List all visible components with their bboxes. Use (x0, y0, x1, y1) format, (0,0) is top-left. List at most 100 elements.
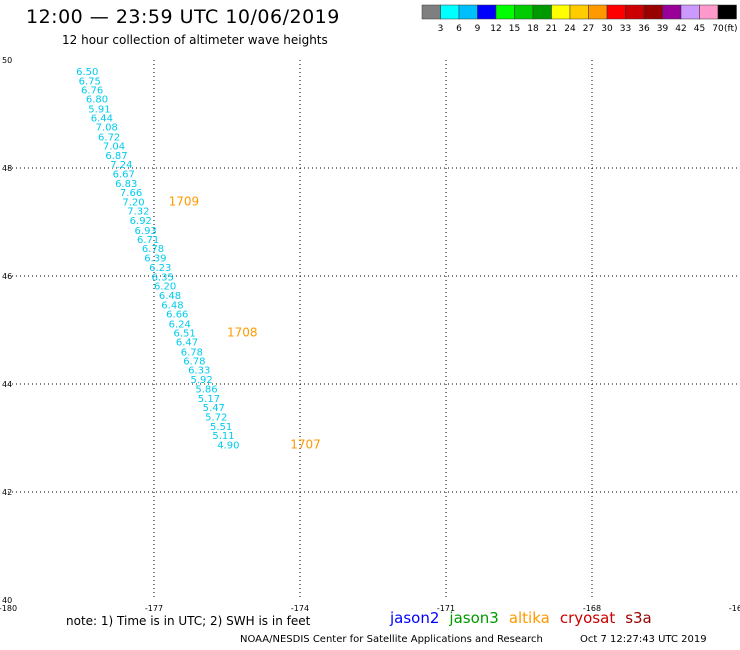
swh-value: 6.93 (135, 226, 157, 237)
swh-value: 5.17 (198, 394, 220, 405)
x-tick-label: -177 (145, 604, 163, 613)
y-tick-label: 42 (2, 488, 12, 497)
swh-value: 6.78 (181, 347, 203, 358)
swh-value: 6.72 (98, 132, 120, 143)
swh-value: 6.20 (154, 282, 176, 293)
swh-value: 6.80 (86, 95, 108, 106)
scale-swatch (588, 4, 608, 20)
scale-label: 27 (583, 24, 594, 34)
satellite-legend: jason2 jason3 altika cryosat s3a (390, 609, 662, 627)
scale-label: 45 (694, 24, 705, 34)
y-tick-label: 40 (2, 596, 12, 605)
swh-value: 6.51 (173, 328, 195, 339)
swh-value: 6.39 (144, 253, 166, 264)
y-tick-label: 48 (2, 164, 12, 173)
satellite-legend-item: jason2 (390, 609, 440, 627)
scale-label: 36 (638, 24, 650, 34)
swh-labels: 6.506.756.766.805.916.447.086.727.046.87… (76, 67, 239, 451)
swh-value: 7.24 (110, 160, 132, 171)
swh-value: 6.44 (91, 114, 113, 125)
scale-swatch (421, 4, 441, 20)
scale-swatch (440, 4, 460, 20)
scale-swatch (458, 4, 478, 20)
x-tick-label: -180 (0, 604, 17, 613)
scale-label: 70 (712, 24, 724, 34)
scale-swatch (606, 4, 626, 20)
swh-value: 6.76 (81, 85, 103, 96)
swh-value: 6.71 (137, 235, 159, 246)
scale-swatch (643, 4, 663, 20)
swh-value: 5.51 (210, 422, 232, 433)
swh-value: 6.47 (176, 338, 198, 349)
swh-value: 6.83 (115, 179, 137, 190)
scale-swatch (532, 4, 552, 20)
scale-label: 30 (601, 24, 613, 34)
swh-value: 6.75 (79, 76, 101, 87)
scale-label: 39 (657, 24, 669, 34)
scale-swatch (680, 4, 700, 20)
swh-value: 6.48 (161, 300, 183, 311)
pass-label: 1707 (290, 437, 321, 451)
scale-swatch (699, 4, 719, 20)
x-tick-label: -168 (583, 604, 601, 613)
satellite-legend-item: s3a (625, 609, 652, 627)
scale-swatch (551, 4, 571, 20)
swh-value: 5.91 (88, 104, 110, 115)
swh-value: 6.50 (76, 67, 98, 78)
pass-label: 1708 (227, 325, 258, 339)
swh-value: 6.92 (130, 216, 152, 227)
y-tick-label: 44 (2, 380, 12, 389)
scale-label: 33 (620, 24, 631, 34)
scale-label: 9 (475, 24, 481, 34)
x-tick-label: -165 (729, 604, 740, 613)
swh-value: 6.78 (142, 244, 164, 255)
scale-swatch (717, 4, 737, 20)
scale-label: 3 (438, 24, 444, 34)
swh-value: 5.86 (195, 385, 217, 396)
satellite-legend-item: cryosat (559, 609, 616, 627)
scale-swatch (569, 4, 589, 20)
timestamp: Oct 7 12:27:43 UTC 2019 (580, 634, 707, 645)
swh-value: 6.66 (166, 310, 188, 321)
page-title: 12:00 — 23:59 UTC 10/06/2019 (26, 6, 340, 28)
swh-value: 5.92 (191, 375, 213, 386)
subtitle: 12 hour collection of altimeter wave hei… (62, 33, 328, 47)
pass-labels: 1709 1708 1707 (169, 194, 321, 451)
swh-value: 7.32 (127, 206, 149, 217)
swh-value: 6.67 (113, 170, 135, 181)
scale-swatch (477, 4, 497, 20)
satellite-legend-item: jason3 (449, 609, 499, 627)
x-tick-label: -171 (437, 604, 455, 613)
swh-value: 5.72 (205, 413, 227, 424)
credit-text: NOAA/NESDIS Center for Satellite Applica… (240, 634, 543, 645)
y-tick-label: 50 (2, 56, 12, 65)
satellite-legend-item: altika (508, 609, 550, 627)
swh-value: 6.33 (188, 366, 210, 377)
swh-value: 7.20 (122, 197, 144, 208)
color-scale-legend: 3 6 9 12 15 18 21 24 27 30 33 36 39 42 45 70 (ft) (421, 4, 738, 34)
y-tick-label: 46 (2, 272, 12, 281)
scale-swatch (625, 4, 645, 20)
swh-value: 6.48 (159, 291, 181, 302)
scale-unit: (ft) (724, 24, 738, 34)
swh-value: 6.24 (169, 319, 191, 330)
swh-value: 4.90 (217, 440, 239, 451)
scale-label: 15 (509, 24, 520, 34)
pass-label: 1709 (169, 194, 200, 208)
scale-label: 42 (675, 24, 686, 34)
scale-swatch (495, 4, 515, 20)
scale-swatch (514, 4, 534, 20)
swh-value: 5.47 (203, 403, 225, 414)
scale-label: 24 (564, 24, 576, 34)
x-tick-label: -174 (291, 604, 309, 613)
scale-label: 18 (527, 24, 539, 34)
swh-value: 6.23 (149, 263, 171, 274)
scale-label: 21 (546, 24, 557, 34)
swh-value: 6.78 (183, 357, 205, 368)
swh-value: 6.35 (152, 272, 174, 283)
scale-label: 6 (456, 24, 462, 34)
swh-value: 7.08 (96, 123, 118, 134)
scale-swatch (662, 4, 682, 20)
swh-value: 7.04 (103, 142, 125, 153)
